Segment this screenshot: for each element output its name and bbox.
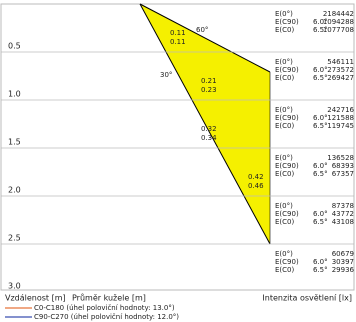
footer-label: Vzdálenost [m] — [5, 294, 66, 303]
angle: 6.0° — [313, 66, 328, 74]
illuminance-label: E(C90) — [275, 114, 299, 122]
cone-diameter: 0.46 — [248, 182, 264, 190]
illuminance-value: 43108 — [332, 218, 354, 226]
cone-diameter: 0.34 — [201, 134, 217, 142]
illuminance-value: 242716 — [327, 106, 354, 114]
distance-label: 0.5 — [8, 42, 21, 51]
illuminance-value: 546111 — [327, 58, 354, 66]
illuminance-label: E(C90) — [275, 162, 299, 170]
angle: 6.0° — [313, 114, 328, 122]
cone-diameter: 0.42 — [248, 173, 264, 181]
angle: 6.0° — [313, 162, 328, 170]
angle-label: 60° — [196, 26, 208, 34]
angle: 6.0° — [313, 18, 328, 26]
angle: 6.0° — [313, 258, 328, 266]
illuminance-value: 68393 — [332, 162, 354, 170]
illuminance-value: 121588 — [327, 114, 354, 122]
illuminance-value: 136528 — [327, 154, 354, 162]
cone-edge — [139, 3, 271, 245]
cone-diameter: 0.23 — [201, 86, 217, 94]
angle: 6.5° — [313, 218, 328, 226]
illuminance-label: E(C0) — [275, 74, 294, 82]
cone-diameter: 0.21 — [201, 77, 217, 85]
distance-label: 2.5 — [8, 234, 21, 243]
cone-diameter: 0.32 — [201, 125, 217, 133]
illuminance-value: 269427 — [327, 74, 354, 82]
cone-diameter: 0.11 — [170, 38, 186, 46]
illuminance-label: E(0°) — [275, 58, 293, 66]
illuminance-label: E(C0) — [275, 266, 294, 274]
legend-label: C90-C270 (úhel poloviční hodnoty: 12.0°) — [34, 313, 179, 321]
illuminance-value: 1094288 — [323, 18, 354, 26]
frame — [0, 3, 355, 291]
distance-label: 3.0 — [8, 282, 21, 291]
illuminance-label: E(0°) — [275, 202, 293, 210]
illuminance-label: E(0°) — [275, 250, 293, 258]
illuminance-value: 60679 — [332, 250, 354, 258]
illuminance-label: E(C90) — [275, 210, 299, 218]
illuminance-label: E(C90) — [275, 66, 299, 74]
angle: 6.5° — [313, 170, 328, 178]
distance-label: 2.0 — [8, 186, 21, 195]
illuminance-label: E(0°) — [275, 106, 293, 114]
illuminance-value: 119745 — [327, 122, 354, 130]
illuminance-label: E(C0) — [275, 26, 294, 34]
angle-label: 30° — [160, 71, 172, 79]
distance-label: 1.5 — [8, 138, 21, 147]
illuminance-label: E(0°) — [275, 154, 293, 162]
illuminance-label: E(C0) — [275, 170, 294, 178]
legend-label: C0-C180 (úhel poloviční hodnoty: 13.0°) — [34, 304, 175, 312]
angle: 6.5° — [313, 122, 328, 130]
angle: 6.5° — [313, 74, 328, 82]
illuminance-value: 67357 — [332, 170, 354, 178]
illuminance-label: E(0°) — [275, 10, 293, 18]
illuminance-value: 273572 — [327, 66, 354, 74]
illuminance-value: 30397 — [332, 258, 354, 266]
illuminance-label: E(C0) — [275, 122, 294, 130]
distance-label: 1.0 — [8, 90, 21, 99]
cone-edge — [139, 3, 271, 73]
footer-label: Průměr kužele [m] — [72, 293, 146, 303]
illuminance-value: 87378 — [332, 202, 354, 210]
angle: 6.5° — [313, 26, 328, 34]
illuminance-label: E(C0) — [275, 218, 294, 226]
angle: 6.0° — [313, 210, 328, 218]
illuminance-value: 29936 — [332, 266, 355, 274]
footer-label: Intenzita osvětlení [lx] — [262, 294, 352, 303]
illuminance-label: E(C90) — [275, 258, 299, 266]
angle: 6.5° — [313, 266, 328, 274]
illuminance-value: 43772 — [332, 210, 354, 218]
illuminance-value: 1077708 — [323, 26, 354, 34]
illuminance-value: 2184442 — [323, 10, 354, 18]
illuminance-label: E(C90) — [275, 18, 299, 26]
cone-diameter: 0.11 — [170, 29, 186, 37]
